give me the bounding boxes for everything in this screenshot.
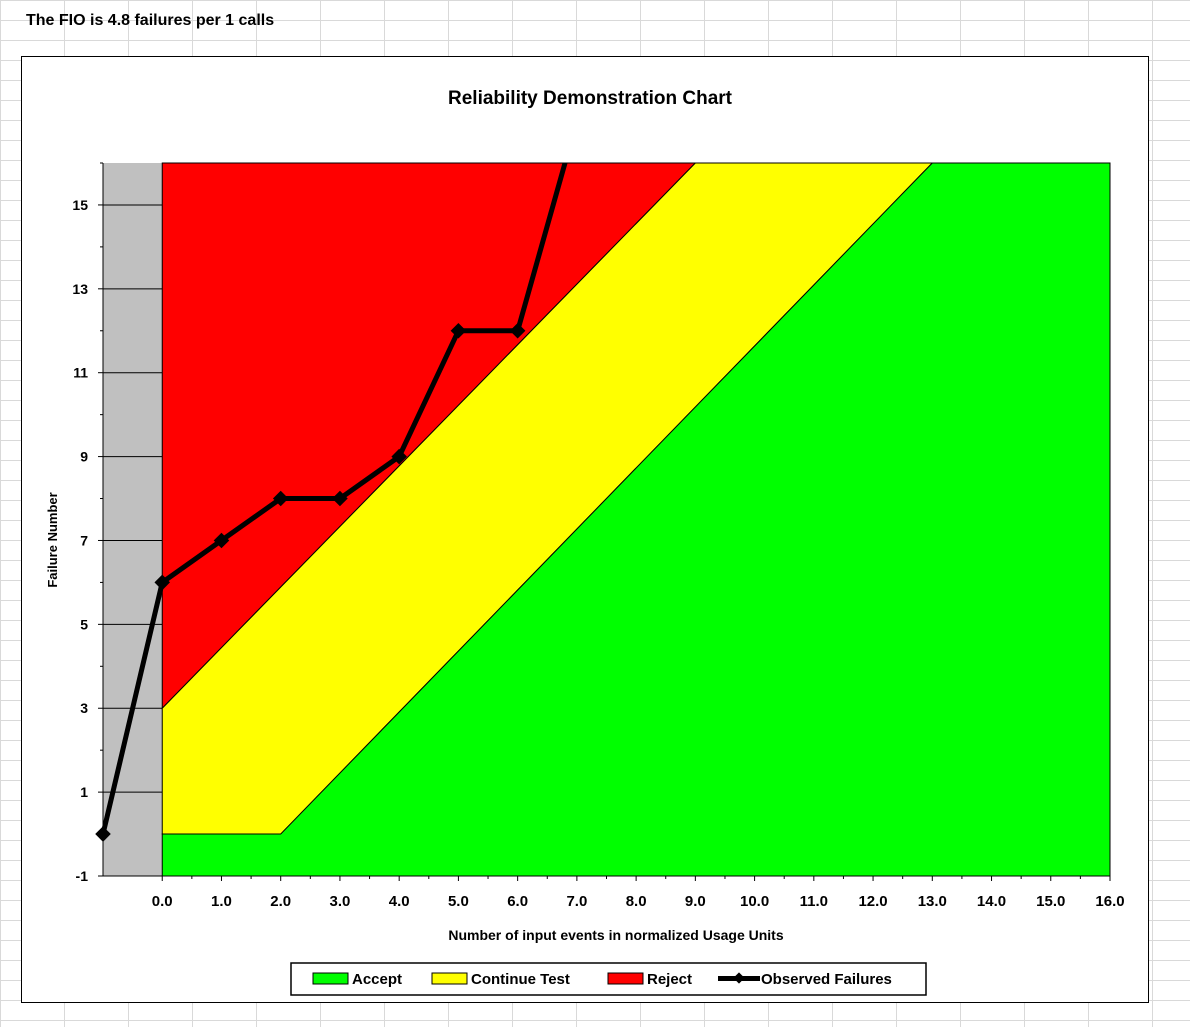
x-tick-label: 8.0 [626,893,647,910]
x-tick-label: 4.0 [389,893,410,910]
legend-label-accept: Accept [352,971,402,988]
legend-label-continue-test: Continue Test [471,971,570,988]
legend-swatch-continue-test [431,972,468,985]
x-tick-label: 3.0 [330,893,351,910]
observed-failure-point [154,574,171,591]
observed-failure-point [213,532,230,549]
y-tick-label: 5 [80,616,88,632]
x-tick-label: 16.0 [1095,893,1124,910]
x-tick-label: 12.0 [858,893,887,910]
y-tick-label: 7 [80,532,88,548]
x-tick-label: 6.0 [507,893,528,910]
chart-regions [103,162,1111,877]
fio-summary-text: The FIO is 4.8 failures per 1 calls [26,12,275,29]
x-tick-label: 2.0 [270,893,291,910]
legend-label-observed-failures: Observed Failures [761,971,892,988]
x-tick-label: 11.0 [800,893,828,910]
x-tick-label: 0.0 [152,893,173,910]
legend-swatch-reject [607,972,644,985]
y-axis-label: Failure Number [45,492,60,587]
legend-marker-observed-failures [733,972,745,984]
chart-title: Reliability Demonstration Chart [448,88,733,109]
x-tick-label: 7.0 [566,893,587,910]
y-tick-label: -1 [76,868,89,884]
x-tick-label: 1.0 [211,893,232,910]
y-tick-label: 1 [80,784,88,800]
negative-zone-region [103,163,163,876]
chart-legend: Accept Continue Test Reject Observed Fai… [290,962,927,996]
x-tick-label: 5.0 [448,893,469,910]
x-tick-label: 13.0 [918,893,947,910]
x-tick-label: 15.0 [1036,893,1065,910]
x-tick-label: 10.0 [740,893,769,910]
x-tick-label: 14.0 [977,893,1006,910]
legend-swatch-accept [312,972,349,985]
y-tick-label: 13 [72,281,88,297]
x-axis-label: Number of input events in normalized Usa… [448,927,783,943]
x-tick-label: 9.0 [685,893,706,910]
y-tick-label: 9 [80,449,88,465]
y-tick-label: 11 [73,365,88,381]
y-tick-label: 15 [72,197,88,213]
legend-label-reject: Reject [647,971,692,988]
y-tick-label: 3 [80,700,88,716]
